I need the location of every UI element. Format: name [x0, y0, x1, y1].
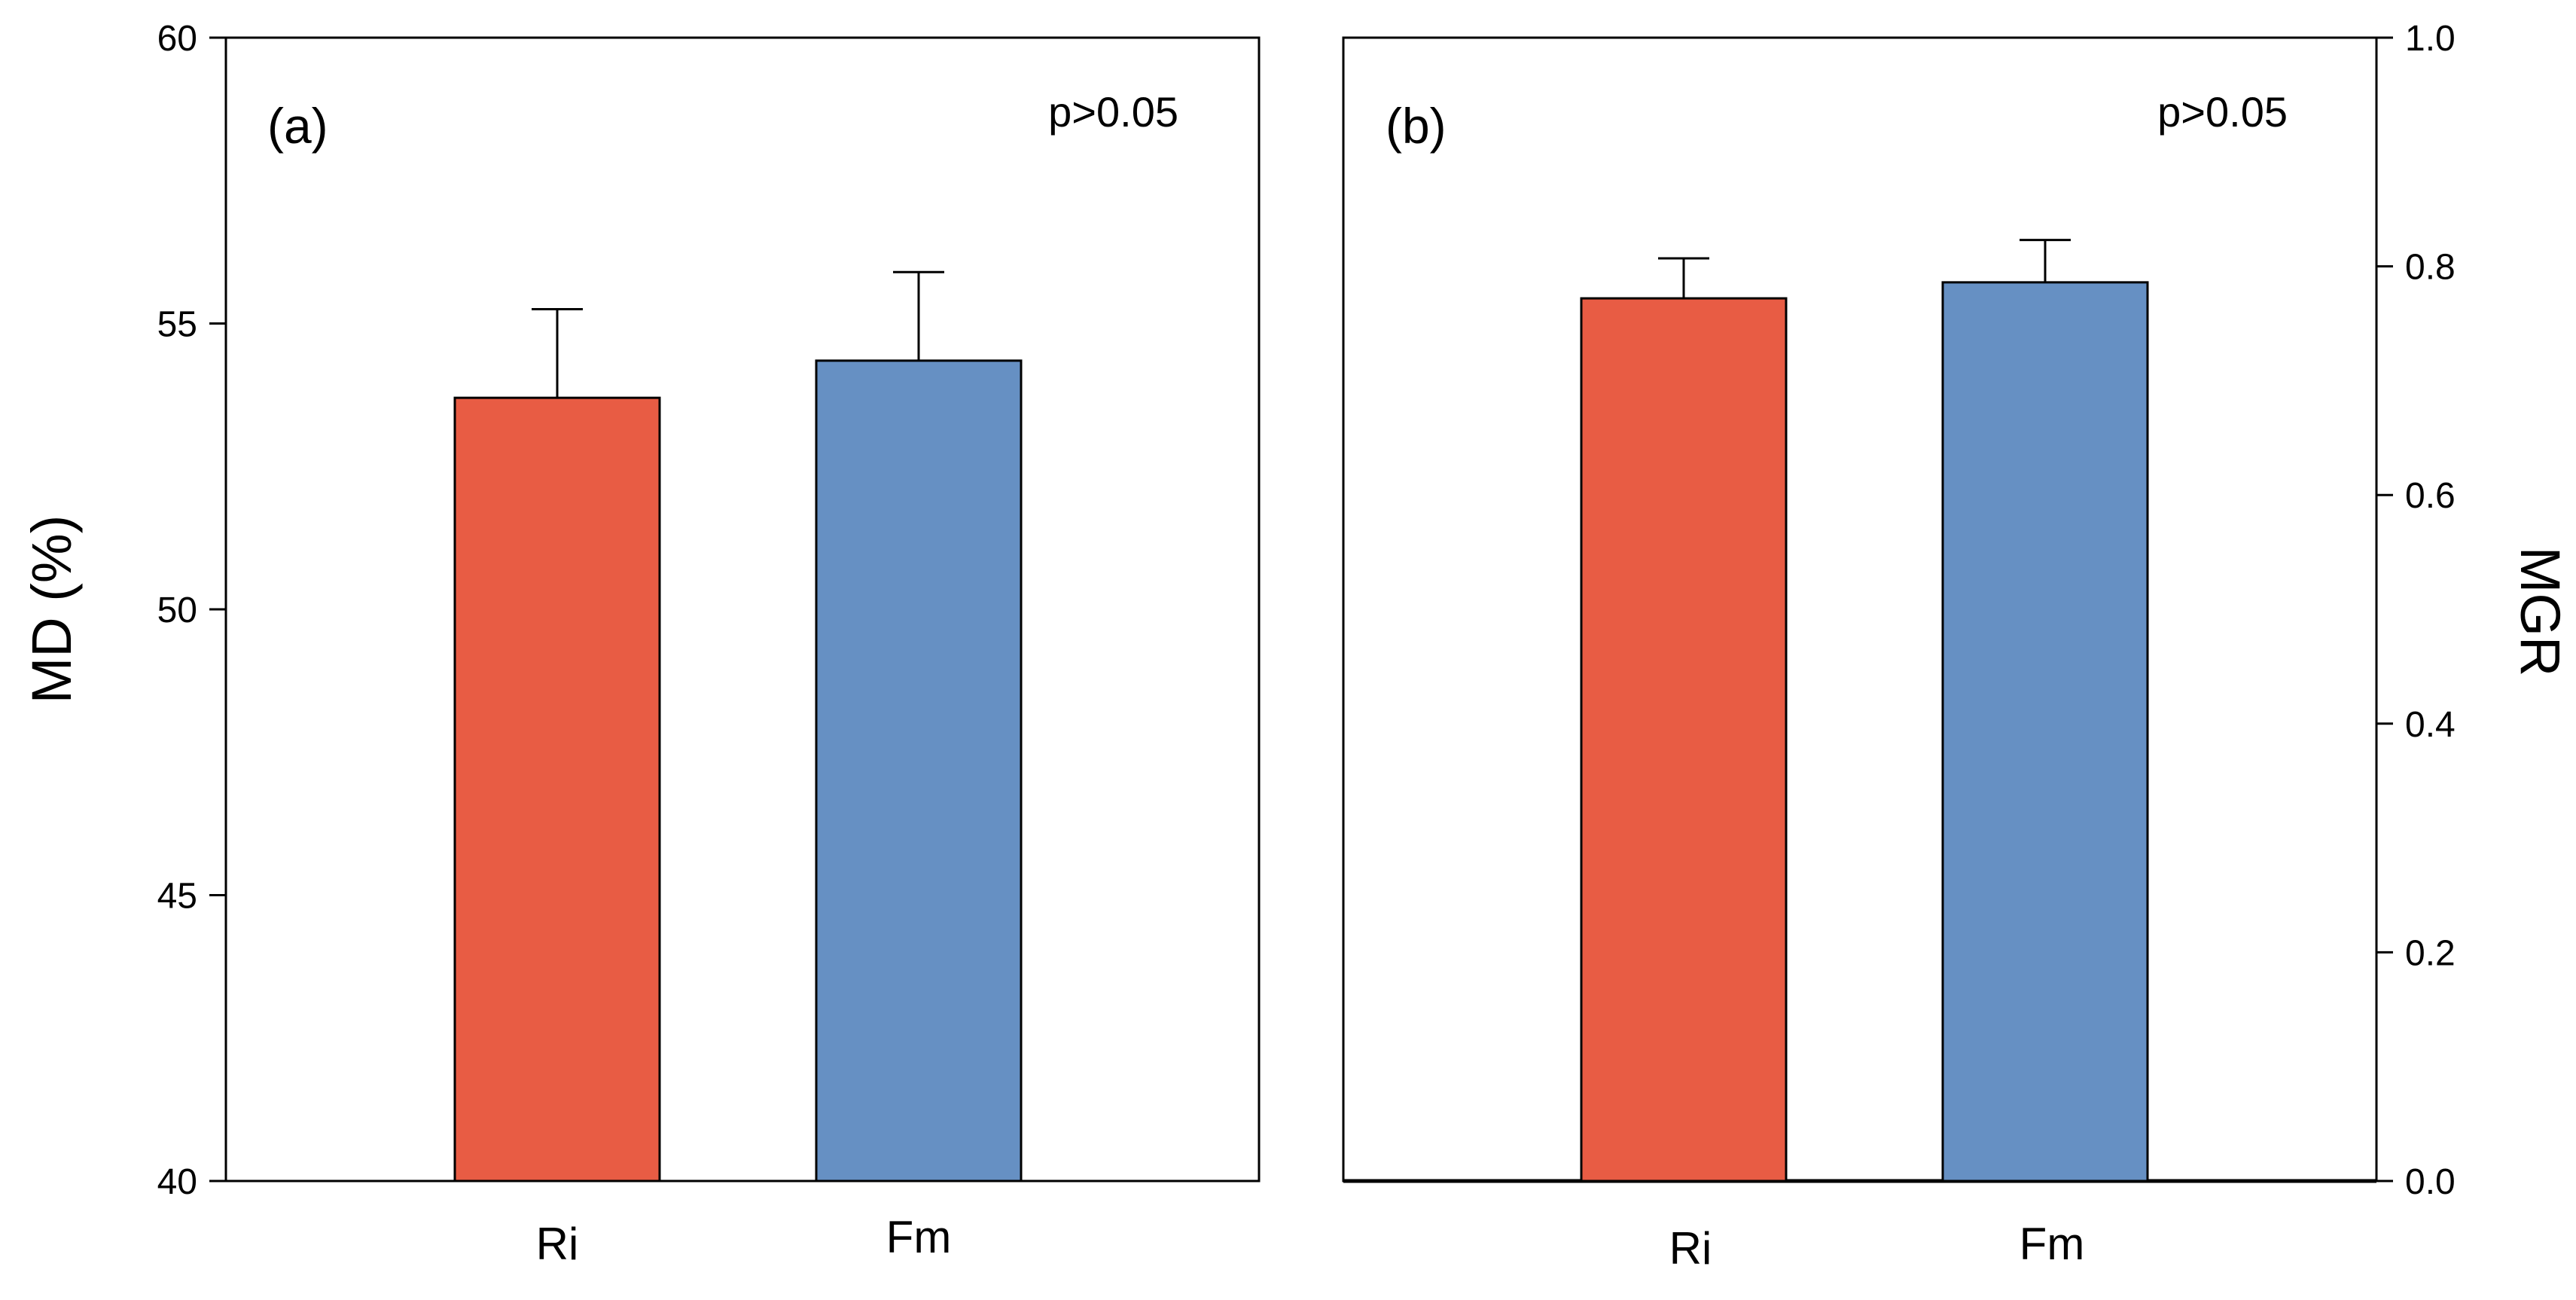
- panel-a-ytick-label: 55: [157, 305, 197, 345]
- panel-b-annotation: p>0.05: [2157, 88, 2288, 136]
- panel-b-bar-ri: [1580, 297, 1788, 1183]
- panel-b-ytick-label: 1.0: [2405, 19, 2456, 59]
- panel-b-bar-fm: [1941, 281, 2149, 1183]
- panel-a-bar-fm: [815, 359, 1023, 1183]
- panel-b-xtick-label: Ri: [1669, 1223, 1712, 1274]
- panel-a-ytick-label: 45: [157, 877, 197, 917]
- panel-b-label: (b): [1386, 98, 1447, 154]
- panel-a-ytick-label: 50: [157, 590, 197, 630]
- panel-a: 40 45 50 55 60 (a) p>0.05 MD (%) Ri Fm: [20, 19, 1261, 1269]
- panel-b: 0.0 0.2 0.4 0.6 0.8 1.0 (b) p>0.05 MGR Ri Fm: [1342, 19, 2571, 1274]
- panel-a-frame: [224, 36, 1261, 1183]
- panel-b-frame: [1342, 36, 2378, 1183]
- panel-b-ylabel: MGR: [2509, 547, 2571, 677]
- panel-a-ytick-label: 40: [157, 1162, 197, 1202]
- panel-a-ylabel: MD (%): [20, 515, 83, 704]
- panel-b-ytick-label: 0.8: [2405, 248, 2456, 288]
- panel-a-xtick-label: Fm: [886, 1212, 952, 1262]
- panel-a-ytick-label: 60: [157, 19, 197, 59]
- panel-b-ytick-label: 0.6: [2405, 476, 2456, 516]
- panel-b-ytick-label: 0.0: [2405, 1162, 2456, 1202]
- panel-a-annotation: p>0.05: [1048, 88, 1178, 136]
- panel-b-ytick-label: 0.4: [2405, 705, 2456, 745]
- panel-a-bar-ri: [453, 396, 661, 1183]
- panel-a-label: (a): [267, 98, 328, 154]
- panel-b-xtick-label: Fm: [2020, 1219, 2085, 1269]
- panel-a-xtick-label: Ri: [536, 1219, 579, 1269]
- panel-b-ytick-label: 0.2: [2405, 933, 2456, 973]
